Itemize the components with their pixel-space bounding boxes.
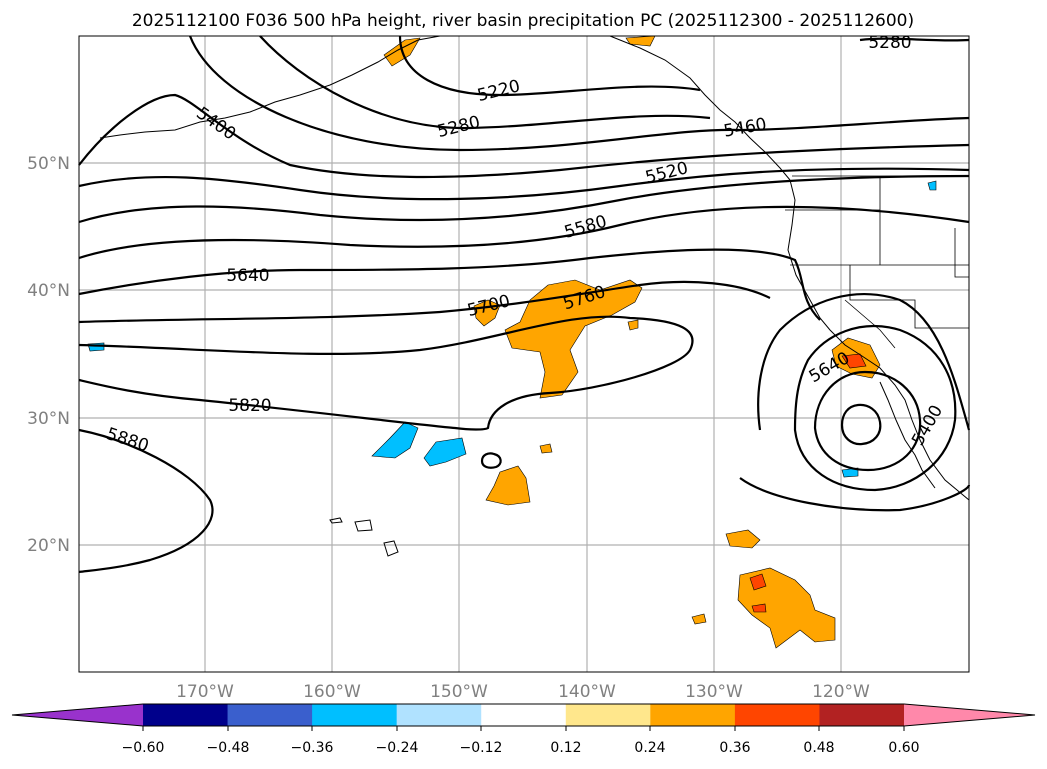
colorbar-tick-label: 0.24 xyxy=(634,740,665,756)
contour-low-mid xyxy=(793,325,957,492)
colorbar-tick-label: −0.60 xyxy=(122,740,165,756)
colorbar-tick-label: 0.60 xyxy=(888,740,919,756)
contour-5280-north xyxy=(259,35,970,130)
precip-negative-5 xyxy=(927,180,937,191)
map-title: 2025112100 F036 500 hPa height, river ba… xyxy=(132,11,914,31)
colorbar xyxy=(11,703,1036,731)
colorbar-extend-max xyxy=(904,704,1035,726)
contour-5580 xyxy=(78,205,970,260)
colorbar-segment xyxy=(227,704,313,726)
precip-strong-california xyxy=(841,353,867,369)
alaska-panhandle-coast xyxy=(609,35,791,181)
lon-label: 130°W xyxy=(685,682,743,702)
colorbar-segment xyxy=(819,704,905,726)
lat-label: 30°N xyxy=(27,409,70,429)
contour-small-high xyxy=(480,452,502,469)
map-frame xyxy=(78,35,970,673)
precip-positive-small-2 xyxy=(539,443,553,454)
colorbar-tick-label: −0.12 xyxy=(460,740,503,756)
precip-positive-small-1 xyxy=(691,613,707,625)
colorbar-ticks: −0.60 −0.48 −0.36 −0.24 −0.12 0.12 0.24 … xyxy=(122,740,920,756)
precip-positive-subtropical xyxy=(485,465,531,506)
colorbar-extend-min xyxy=(12,704,143,726)
colorbar-tick-label: −0.24 xyxy=(376,740,419,756)
contour-5520 xyxy=(78,174,970,224)
colorbar-tick-label: 0.12 xyxy=(550,740,581,756)
precip-shading xyxy=(87,35,937,649)
lat-label: 50°N xyxy=(27,154,70,174)
precip-positive-baja-sw-1 xyxy=(725,529,761,549)
precip-negative-3 xyxy=(87,342,105,352)
contour-5820-west xyxy=(78,428,214,574)
lat-label: 40°N xyxy=(27,281,70,301)
contour-5700 xyxy=(78,280,771,324)
contour-5400 xyxy=(78,93,970,179)
contour-label: 5640 xyxy=(226,266,269,286)
precip-positive-gulf xyxy=(625,35,656,47)
colorbar-tick-label: 0.36 xyxy=(719,740,750,756)
lon-label: 150°W xyxy=(430,682,488,702)
alaska-aleutian-coast xyxy=(99,35,441,139)
map-panel xyxy=(79,36,969,672)
contour-5760 xyxy=(78,315,694,431)
precip-negative-2 xyxy=(423,437,467,467)
colorbar-segment xyxy=(734,704,820,726)
colorbar-tick-label: −0.36 xyxy=(291,740,334,756)
lat-labels: 50°N 40°N 30°N 20°N xyxy=(27,154,70,556)
colorbar-tick-label: 0.48 xyxy=(803,740,834,756)
contour-5640 xyxy=(78,248,821,321)
colorbar-segment xyxy=(312,704,398,726)
lon-labels: 170°W 160°W 150°W 140°W 130°W 120°W xyxy=(176,682,870,702)
lon-label: 160°W xyxy=(303,682,361,702)
hawaii-islands xyxy=(329,517,399,557)
colorbar-segment xyxy=(650,704,736,726)
colorbar-tick-label: −0.48 xyxy=(207,740,250,756)
contour-low-outer xyxy=(739,293,971,512)
lon-label: 120°W xyxy=(812,682,870,702)
lat-label: 20°N xyxy=(27,536,70,556)
precip-positive-central-pacific xyxy=(504,279,643,399)
contour-label: 5280 xyxy=(868,33,911,53)
coastlines xyxy=(99,35,970,557)
precip-negative-1 xyxy=(371,421,419,459)
colorbar-segment xyxy=(481,704,567,726)
colorbar-segment xyxy=(565,704,651,726)
height-contours xyxy=(78,35,971,574)
contour-5340 xyxy=(188,35,970,152)
contour-5460 xyxy=(78,167,970,201)
colorbar-segment xyxy=(396,704,482,726)
precip-positive-small-3 xyxy=(627,319,639,331)
contour-label: 5820 xyxy=(228,396,271,416)
precip-positive-baja-sw-2 xyxy=(737,567,836,649)
lon-label: 170°W xyxy=(176,682,234,702)
contour-low-core xyxy=(840,403,882,446)
state-lines xyxy=(785,176,969,349)
baja-coast xyxy=(879,381,936,489)
precip-strong-baja-sw xyxy=(749,573,767,613)
contour-5220 xyxy=(398,35,701,97)
colorbar-segment xyxy=(143,704,229,726)
contour-low-inner xyxy=(813,370,922,472)
lon-label: 140°W xyxy=(558,682,616,702)
west-coast xyxy=(787,179,970,501)
